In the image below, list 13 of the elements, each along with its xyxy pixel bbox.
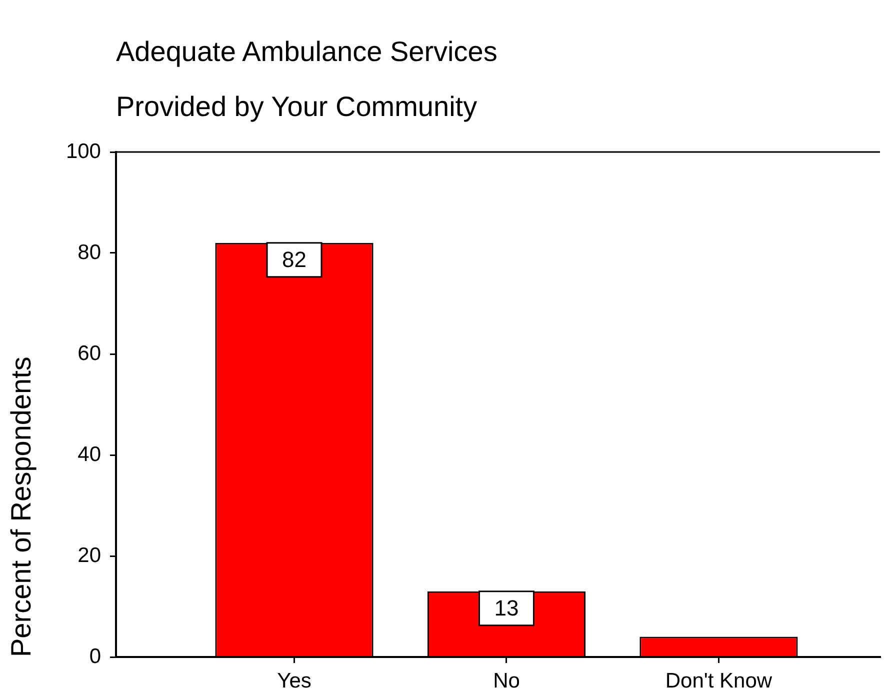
y-axis-title: Percent of Respondents [6, 356, 37, 657]
y-tick-label: 20 [78, 544, 101, 567]
y-tick-label: 40 [78, 442, 101, 466]
data-label: 13 [494, 595, 519, 620]
y-tick-label: 100 [66, 140, 101, 163]
y-tick-label: 60 [78, 342, 101, 365]
data-label: 82 [282, 246, 307, 272]
x-tick-label: Yes [277, 669, 312, 692]
y-tick-label: 80 [78, 240, 101, 264]
x-tick-label: No [493, 669, 520, 692]
x-tick-label: Don't Know [665, 669, 773, 692]
y-tick-label: 0 [89, 644, 101, 668]
chart-title: Adequate Ambulance Services Provided by Your Community [116, 35, 498, 124]
